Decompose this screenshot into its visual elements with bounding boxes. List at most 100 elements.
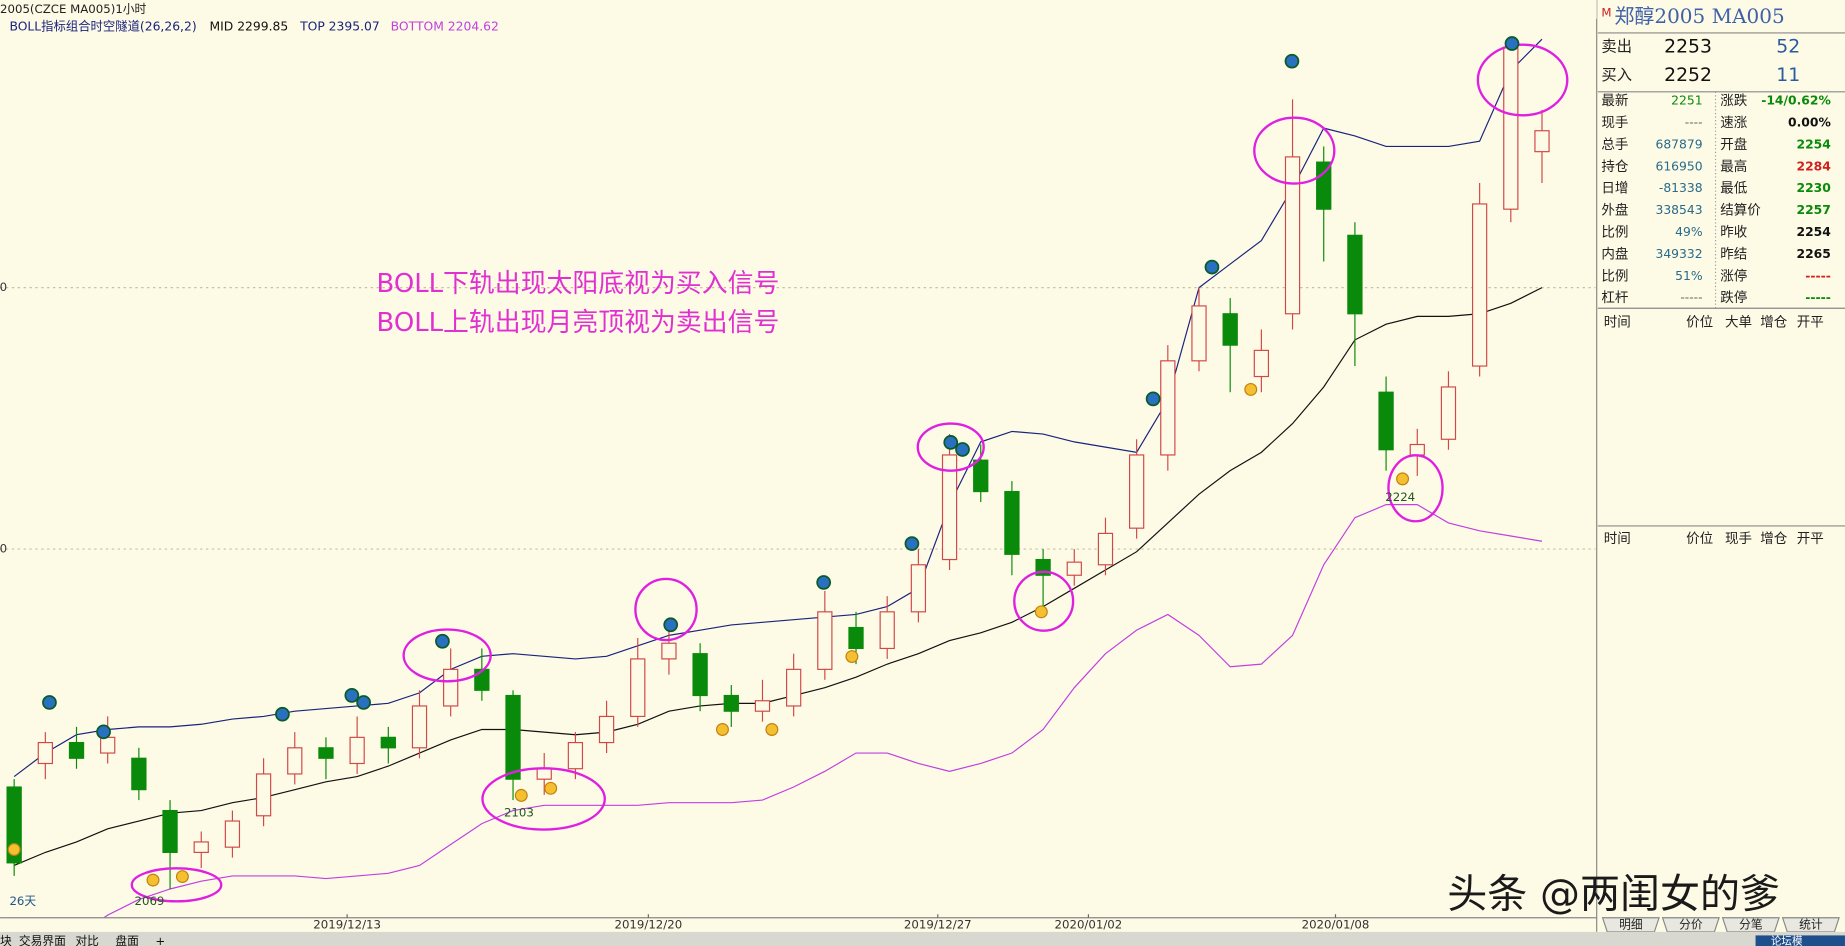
candle-body (255, 773, 272, 817)
candle-body (941, 454, 958, 561)
stat-value: ----- (1805, 291, 1831, 305)
sun-icon (175, 870, 189, 884)
signal-circle (481, 767, 606, 831)
panel-title: 郑醇2005 MA005 (1614, 4, 1784, 28)
stat-value: 49% (1675, 225, 1703, 239)
candle-body (630, 658, 646, 718)
candle-body (754, 700, 771, 712)
column-header: 增仓 (1760, 314, 1788, 330)
stat-value: 51% (1675, 269, 1703, 283)
annotation: BOLL上轨出现月亮顶视为卖出信号 (377, 308, 780, 338)
moon-icon (356, 695, 371, 710)
candle-body (1097, 532, 1114, 566)
candle-body (224, 820, 241, 848)
moon-icon (1504, 36, 1520, 51)
stat-label: 昨收 (1720, 224, 1748, 240)
stat-label: 最低 (1720, 181, 1748, 197)
stat-label: 外盘 (1601, 202, 1628, 219)
candle-body (692, 653, 708, 697)
bottom-tab[interactable]: 对比 (75, 934, 99, 946)
moon-icon (1145, 391, 1161, 407)
candle-body (37, 741, 53, 765)
stat-value: 2254 (1796, 137, 1831, 151)
candle-body (598, 715, 615, 744)
column-header: 时间 (1604, 531, 1631, 547)
price-label: 2103 (504, 806, 534, 820)
moon-icon (42, 695, 57, 710)
sun-icon (7, 843, 21, 856)
sun-icon (716, 723, 729, 736)
candle-body (131, 757, 147, 791)
x-tick-label: 2020/01/08 (1302, 917, 1370, 931)
column-header: 价位 (1686, 531, 1713, 547)
candle-body (1066, 561, 1082, 576)
candle-body (1534, 130, 1550, 153)
price-label: 2224 (1385, 490, 1415, 504)
moon-icon (96, 724, 111, 740)
sun-icon (514, 788, 528, 802)
indicator-bottom: BOTTOM 2204.62 (391, 20, 499, 34)
indicator-top: TOP 2395.07 (299, 20, 380, 34)
symbol: 2005(CZCE MA005) (0, 2, 115, 16)
tab-label[interactable]: 统计 (1799, 917, 1823, 931)
candle-body (1222, 313, 1238, 346)
stat-value: 2284 (1796, 159, 1831, 173)
column-header: 大单 (1725, 314, 1752, 330)
stat-value: 616950 (1655, 159, 1702, 173)
moon-icon (344, 688, 360, 703)
stat-value: 687879 (1655, 137, 1702, 151)
candle-body (1253, 349, 1270, 378)
column-header: 开平 (1797, 531, 1824, 547)
column-header: 开平 (1797, 314, 1824, 330)
candle-body (1409, 443, 1425, 456)
sun-icon (1396, 472, 1410, 486)
candle-body (723, 694, 739, 712)
y-tick-label: 2300 (0, 280, 7, 294)
quote-label: 卖出 (1601, 38, 1632, 56)
signal-circle (1253, 116, 1336, 185)
stat-label: 内盘 (1601, 245, 1628, 262)
stat-label: 总手 (1601, 137, 1628, 153)
forum-button[interactable] (1755, 935, 1845, 946)
column-header: 增仓 (1760, 531, 1788, 547)
candle-body (910, 564, 927, 613)
annotation: BOLL下轨出现太阳底视为买入信号 (377, 269, 780, 299)
stat-value: ----- (1680, 291, 1702, 305)
bottom-tab[interactable]: 盘面 (115, 934, 139, 946)
candle-body (1004, 490, 1020, 555)
stat-value: 2254 (1796, 225, 1831, 239)
candle-body (411, 705, 428, 749)
moon-icon (1284, 53, 1300, 69)
stat-value: 2257 (1796, 203, 1830, 217)
bottom-tab[interactable]: 块 (0, 934, 12, 946)
bottom-tab[interactable]: 交易界面 (19, 934, 66, 946)
period[interactable]: 1小时 (115, 2, 146, 16)
moon-icon (816, 575, 832, 590)
tab-label[interactable]: 分笔 (1739, 917, 1763, 931)
bottom-tab[interactable]: + (155, 934, 165, 946)
stat-value: -81338 (1659, 181, 1703, 195)
watermark: 头条 @两闺女的爹 (1447, 872, 1780, 918)
plot (0, 36, 1596, 918)
x-tick-label: 2020/01/02 (1055, 917, 1123, 931)
tab-label[interactable]: 明细 (1619, 917, 1643, 931)
candle-body (1440, 386, 1457, 440)
signals (130, 43, 1569, 903)
candle-body (287, 747, 303, 775)
candle-body (661, 642, 677, 660)
forum-label[interactable]: 论坛模 (1771, 934, 1803, 946)
stat-label: 最高 (1720, 158, 1747, 175)
candle-body (1191, 305, 1207, 362)
candle-body (162, 809, 178, 853)
signal-circle (402, 628, 492, 683)
sun-icon (845, 650, 859, 664)
candle-body (318, 747, 334, 759)
column-header: 时间 (1604, 314, 1631, 330)
moon-icon (435, 633, 450, 649)
indicator-mid: MID 2299.85 (209, 20, 288, 34)
tab-label[interactable]: 分价 (1679, 917, 1703, 931)
sun-icon (544, 781, 558, 795)
bottom-bar (0, 931, 1845, 946)
x-tick-label: 2019/12/27 (904, 917, 972, 931)
